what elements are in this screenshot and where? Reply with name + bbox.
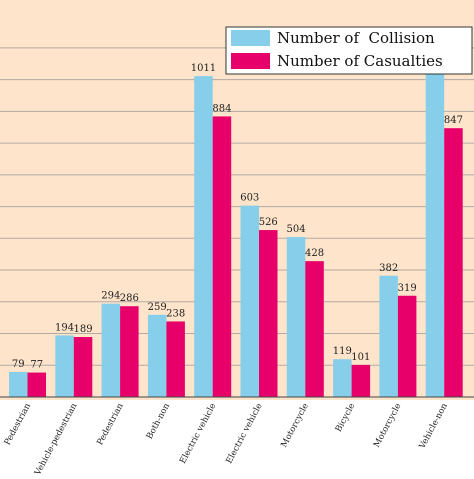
bar-casualties (305, 261, 324, 397)
data-label-casualties: 77 (30, 360, 43, 371)
data-label-casualties: 526 (259, 217, 278, 228)
x-tick-label: Pedestrian (3, 401, 34, 447)
data-label-collision: 382 (379, 263, 398, 274)
bar-casualties (120, 306, 139, 397)
data-label-casualties: 101 (351, 352, 370, 363)
data-label-casualties: 847 (444, 115, 463, 126)
data-label-collision: 294 (101, 291, 120, 302)
bar-casualties (444, 128, 463, 398)
bar-collision (147, 314, 167, 397)
x-tick-label: Electric vehicle (178, 402, 218, 466)
bar-collision (333, 359, 352, 397)
bar-collision (425, 74, 445, 397)
bar-casualties (73, 337, 93, 397)
bar-collision (379, 275, 398, 397)
data-label-collision: 259 (148, 302, 167, 313)
x-tick-label: Pedestrian (95, 401, 126, 447)
bar-collision (286, 237, 306, 397)
data-label-collision: 603 (240, 193, 259, 204)
x-tick-label: Motorcycle (279, 402, 311, 450)
x-tick-labels: Pedestrian Vehicle-pedestrian Pedestrian Bo… (3, 401, 450, 478)
data-label-casualties: 286 (120, 293, 139, 304)
x-tick-label: Vehicle-pedestrian (33, 401, 80, 474)
data-label-collision: 194 (55, 322, 74, 333)
data-label-collision: 504 (287, 224, 306, 235)
legend: Number of Collision Number of Casualties (225, 26, 473, 75)
data-label-casualties: 238 (166, 308, 185, 319)
data-label-casualties: 428 (305, 248, 324, 259)
bar-collision (9, 371, 28, 397)
legend-swatch-collision (231, 30, 270, 46)
data-label-casualties: 884 (212, 103, 231, 114)
x-tick-label: Bicycle (334, 402, 357, 434)
x-tick-label: Vehicle-non (417, 401, 450, 451)
bars (9, 74, 463, 398)
bar-collision (101, 303, 121, 397)
legend-label-collision: Number of Collision (277, 29, 435, 47)
data-label-collision: 119 (333, 346, 352, 357)
bar-casualties (351, 364, 371, 397)
bar-collision (194, 76, 213, 397)
bar-collision (55, 335, 74, 397)
bar-casualties (397, 295, 417, 397)
x-tick-label: Both-non (145, 401, 172, 441)
bar-casualties (27, 372, 46, 397)
data-label-collision: 79 (12, 359, 25, 370)
data-label-casualties: 189 (74, 324, 93, 335)
x-tick-label: Electric vehicle (224, 402, 264, 466)
data-label-casualties: 319 (398, 283, 417, 294)
data-label-collision: 1011 (191, 63, 216, 74)
bar-casualties (212, 116, 232, 397)
legend-label-casualties: Number of Casualties (277, 52, 443, 70)
legend-swatch-casualties (231, 53, 270, 69)
bar-casualties (259, 230, 278, 397)
bar-casualties (166, 321, 185, 397)
x-tick-label: Motorcycle (372, 402, 404, 450)
bar-collision (240, 205, 259, 397)
